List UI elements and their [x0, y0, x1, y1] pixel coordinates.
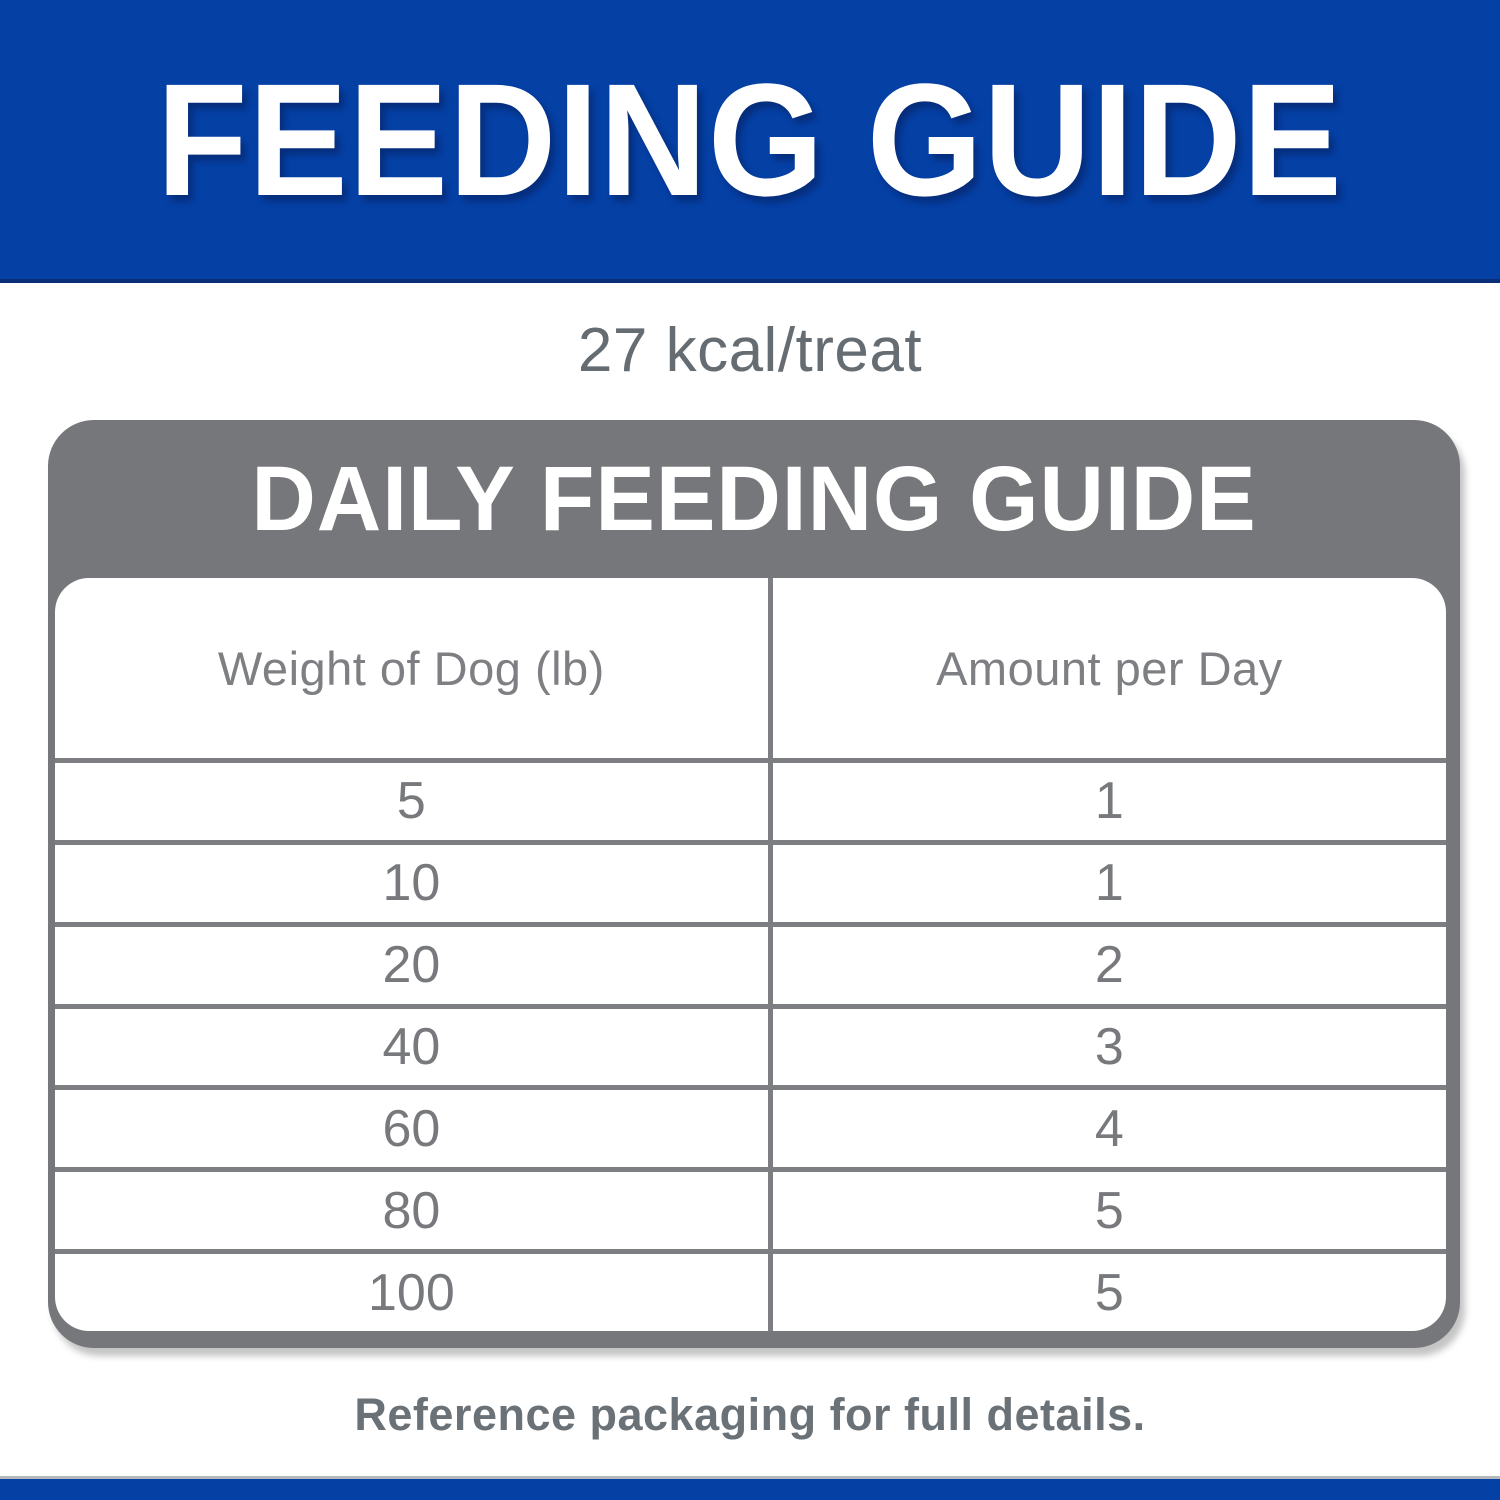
bottom-divider-line	[0, 1476, 1500, 1479]
page-title: FEEDING GUIDE	[156, 49, 1344, 229]
kcal-per-treat-text: 27 kcal/treat	[577, 315, 923, 385]
weight-cell: 100	[55, 1254, 773, 1331]
amount-cell: 5	[1094, 1263, 1124, 1322]
column-header-weight: Weight of Dog (lb)	[55, 578, 773, 758]
top-banner: FEEDING GUIDE	[0, 0, 1500, 283]
amount-cell: 5	[1094, 1181, 1124, 1240]
weight-cell: 10	[55, 844, 773, 922]
bottom-blue-bar	[0, 1479, 1500, 1500]
weight-cell: 20	[55, 926, 773, 1004]
daily-feeding-guide-card: DAILY FEEDING GUIDE Weight of Dog (lb) A…	[48, 420, 1460, 1348]
footer-note: Reference packaging for full details.	[354, 1389, 1146, 1440]
table-row: 60 4	[55, 1085, 1446, 1168]
table-row: 20 2	[55, 921, 1446, 1004]
weight-cell: 5	[55, 763, 773, 840]
column-header-amount: Amount per Day	[936, 641, 1283, 695]
amount-cell: 2	[1094, 936, 1124, 995]
amount-cell: 1	[1094, 854, 1124, 913]
amount-cell: 4	[1094, 1099, 1124, 1158]
table-row: 5 1	[55, 758, 1446, 840]
table-row: 80 5	[55, 1167, 1446, 1250]
feeding-table: Weight of Dog (lb) Amount per Day 5 1 10…	[55, 578, 1446, 1331]
table-row: 40 3	[55, 1003, 1446, 1086]
card-title: DAILY FEEDING GUIDE	[251, 447, 1257, 550]
weight-cell: 40	[55, 1008, 773, 1086]
table-header-row: Weight of Dog (lb) Amount per Day	[55, 578, 1446, 758]
weight-cell: 60	[55, 1090, 773, 1168]
amount-cell: 1	[1094, 772, 1124, 831]
amount-cell: 3	[1094, 1018, 1124, 1076]
table-row: 10 1	[55, 839, 1446, 922]
table-row: 100 5	[55, 1249, 1446, 1331]
weight-cell: 80	[55, 1172, 773, 1250]
